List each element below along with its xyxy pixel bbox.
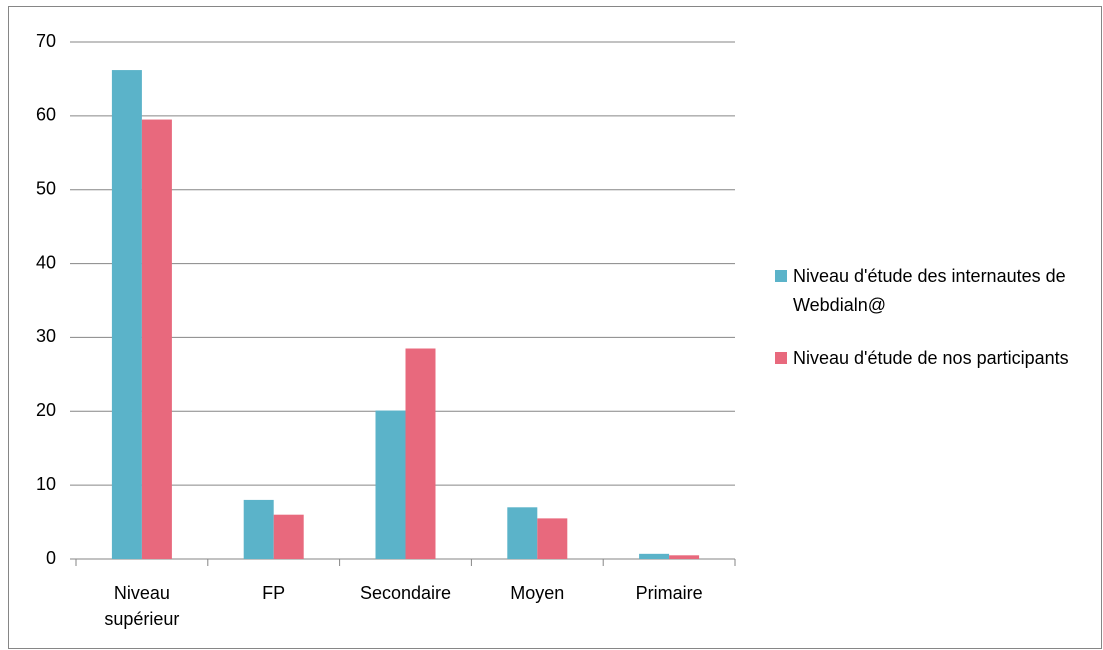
x-tick-label: Primaire bbox=[635, 583, 703, 603]
x-tick-label: Moyen bbox=[510, 583, 565, 603]
bar bbox=[141, 119, 172, 560]
bar bbox=[111, 70, 142, 560]
chart-border bbox=[8, 6, 1102, 649]
y-tick-label: 60 bbox=[36, 105, 56, 125]
y-tick-label: 20 bbox=[36, 400, 56, 420]
legend-swatch bbox=[775, 270, 787, 282]
y-tick-label: 10 bbox=[36, 474, 56, 494]
y-tick-label: 50 bbox=[36, 178, 56, 198]
legend-label: Niveau d'étude de nos participants bbox=[793, 348, 1069, 368]
bar bbox=[243, 499, 274, 559]
bar bbox=[639, 553, 670, 559]
bar bbox=[405, 348, 436, 559]
bar bbox=[375, 410, 406, 559]
y-tick-label: 30 bbox=[36, 326, 56, 346]
bar bbox=[669, 555, 700, 559]
y-tick-label: 0 bbox=[46, 548, 56, 568]
legend-label: Niveau d'étude des internautes de Webdia… bbox=[793, 266, 1066, 315]
x-tick-label: FP bbox=[262, 583, 286, 603]
x-tick-label: Secondaire bbox=[359, 583, 452, 603]
y-tick-label: 40 bbox=[36, 252, 56, 272]
bar bbox=[507, 507, 538, 559]
x-tick-label: Niveau supérieur bbox=[104, 583, 180, 629]
bar bbox=[537, 518, 568, 559]
bar bbox=[273, 514, 304, 559]
y-tick-label: 70 bbox=[36, 31, 56, 51]
legend-swatch bbox=[775, 352, 787, 364]
